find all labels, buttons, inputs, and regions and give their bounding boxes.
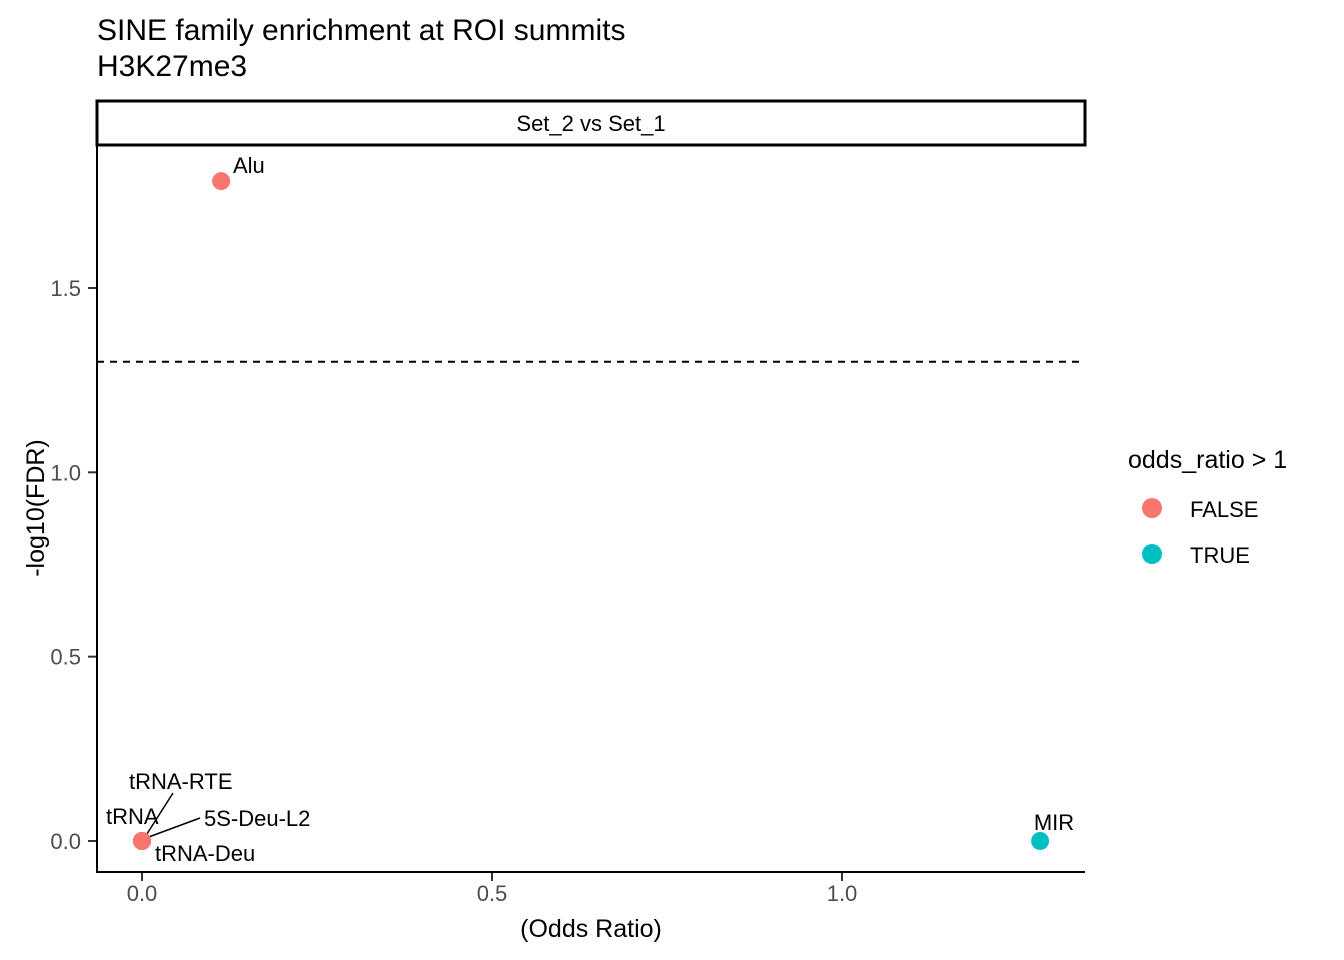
- data-point-mir: [1031, 832, 1050, 850]
- legend-label-false: FALSE: [1190, 497, 1258, 522]
- legend-label-true: TRUE: [1190, 543, 1250, 568]
- y-tick-label: 1.0: [50, 460, 81, 485]
- point-label-mir: MIR: [1034, 810, 1074, 835]
- chart-title: SINE family enrichment at ROI summits: [97, 14, 625, 47]
- legend-key-true-icon: [1142, 544, 1162, 564]
- x-tick-label: 0.0: [127, 881, 158, 906]
- y-axis-title: -log10(FDR): [22, 439, 50, 577]
- x-tick-label: 1.0: [827, 881, 858, 906]
- point-label-alu: Alu: [233, 153, 265, 178]
- point-label-trna: tRNA: [106, 804, 159, 829]
- point-label-trna-rte: tRNA-RTE: [129, 769, 233, 794]
- facet-strip: [95, 99, 1087, 147]
- legend-key-false-icon: [1142, 498, 1162, 518]
- x-tick-label: 0.5: [477, 881, 508, 906]
- point-label-5s-deu-l2: 5S-Deu-L2: [204, 806, 310, 831]
- x-axis-title: (Odds Ratio): [520, 915, 662, 943]
- y-tick-label: 1.5: [50, 276, 81, 301]
- facet-strip-label: Set_2 vs Set_1: [516, 111, 665, 136]
- point-label-trna-deu: tRNA-Deu: [155, 841, 255, 866]
- legend-title: odds_ratio > 1: [1128, 446, 1287, 474]
- y-tick-label: 0.0: [50, 829, 81, 854]
- data-point-alu: [212, 172, 231, 191]
- y-tick-label: 0.5: [50, 645, 81, 670]
- label-leader-line: [145, 817, 201, 839]
- label-leader-line: [144, 792, 174, 838]
- chart-subtitle: H3K27me3: [97, 50, 247, 83]
- data-point-trna-deu: [133, 832, 151, 850]
